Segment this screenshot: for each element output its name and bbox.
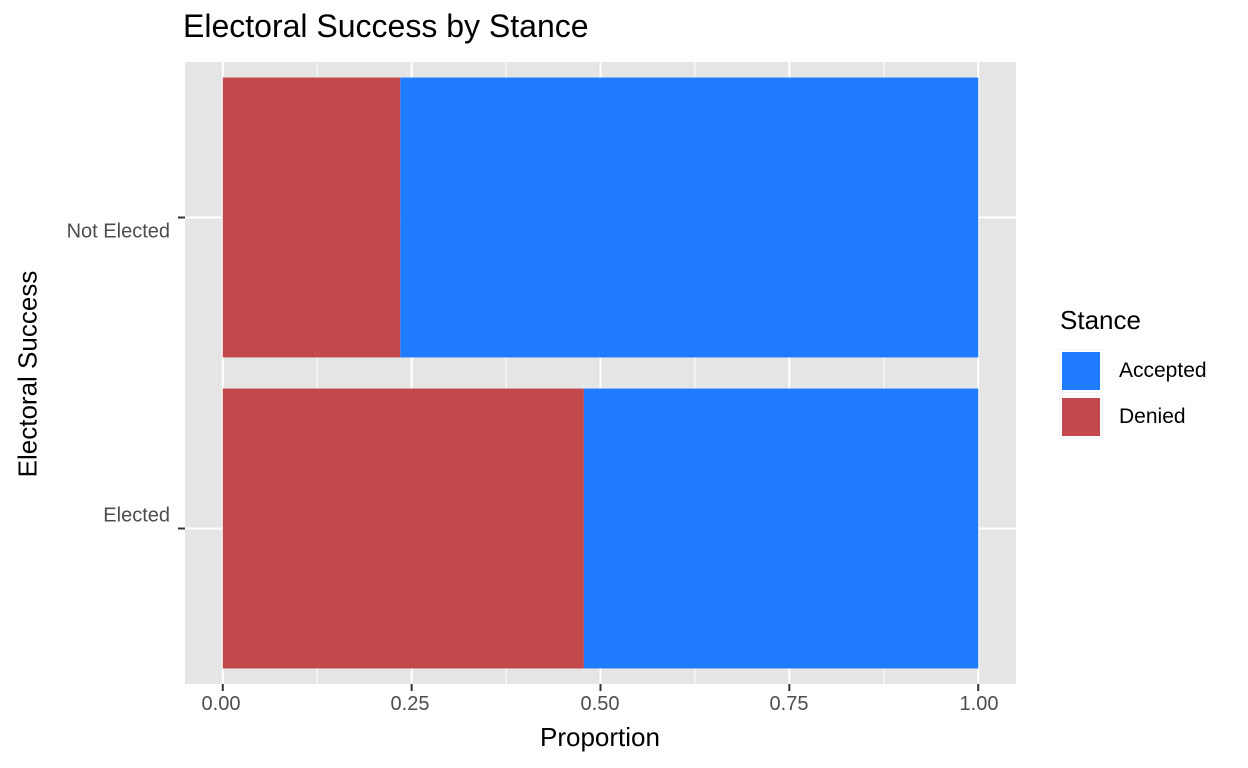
x-tick-label: 0.25 (390, 693, 430, 715)
x-tick-label: 0.50 (580, 693, 620, 715)
legend-title: Stance (1060, 305, 1141, 335)
bar-denied-not-elected (222, 77, 401, 358)
y-tick-label-elected: Elected (103, 504, 170, 527)
legend-label-accepted: Accepted (1119, 359, 1207, 382)
legend-item-denied: Denied (1059, 394, 1207, 440)
legend-label-denied: Denied (1119, 405, 1186, 428)
legend: Stance Accepted Denied (1059, 305, 1207, 440)
legend-swatch-denied (1059, 395, 1103, 439)
x-axis-label: Proportion (540, 722, 660, 752)
bar-accepted-not-elected (400, 77, 979, 358)
y-tick-label-not-elected: Not Elected (66, 220, 170, 243)
x-tick-label: 1.00 (959, 693, 999, 715)
legend-item-accepted: Accepted (1059, 348, 1207, 394)
legend-swatch-accepted (1059, 349, 1103, 393)
chart-title: Electoral Success by Stance (183, 8, 589, 44)
x-tick-label: 0.00 (201, 693, 241, 715)
bar-accepted-elected (583, 388, 979, 669)
bar-denied-elected (222, 388, 584, 669)
x-tick-label: 0.75 (769, 693, 809, 715)
y-axis-label: Electoral Success (12, 270, 43, 478)
